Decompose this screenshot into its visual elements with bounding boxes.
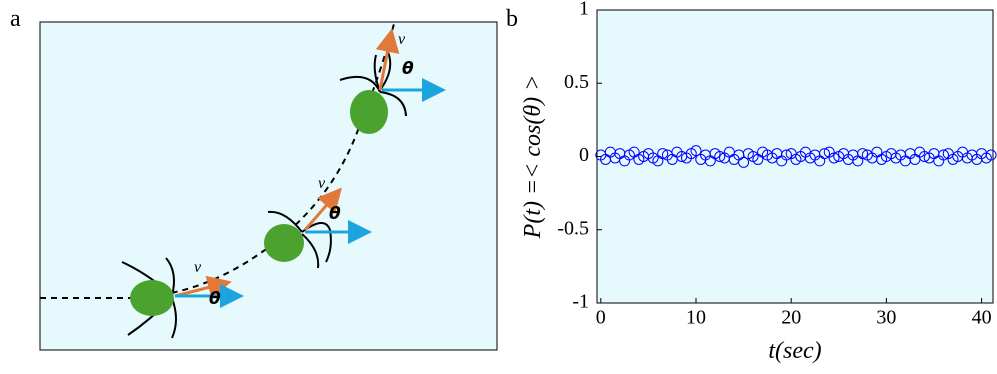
x-tick-label: 10: [686, 307, 706, 329]
panel-b: -1-0.500.510 10 20 30 40t(sec)P(t) =< cos(θ)…: [520, 0, 997, 364]
velocity-label: v: [194, 259, 202, 276]
point: [938, 149, 949, 161]
point: [714, 151, 726, 162]
x-axis-label: t(sec): [768, 338, 821, 364]
point: [780, 149, 792, 161]
y-tick-label: 0: [579, 144, 589, 166]
velocity-label: v: [398, 31, 406, 48]
point: [657, 148, 669, 160]
point: [819, 148, 831, 160]
point: [985, 149, 997, 161]
point: [857, 148, 869, 160]
point: [738, 156, 750, 168]
panel-a: a v v v θ θ θ: [10, 6, 498, 351]
point: [690, 145, 702, 157]
angle-label: θ: [209, 289, 221, 309]
arrows: [174, 28, 446, 308]
x-tick-label: 20: [781, 307, 801, 329]
y-tick-label: 1: [579, 0, 589, 20]
angle-label: θ: [402, 59, 414, 79]
diagram-box: [39, 21, 498, 351]
cell: [264, 224, 304, 262]
y-axis-label: P(t) =< cos(θ) >: [520, 75, 546, 240]
velocity-label: v: [318, 175, 326, 192]
y-tick-label: 0.5: [564, 71, 589, 93]
angle-label: θ: [329, 204, 341, 224]
x-tick-label: 40: [972, 307, 992, 329]
x-tick-label: 0: [596, 307, 606, 329]
cell: [350, 90, 388, 134]
panel-label: b: [506, 6, 518, 32]
panel-label: a: [10, 6, 21, 32]
x-tick-label: 30: [876, 307, 896, 329]
point: [828, 152, 840, 164]
velocity-labels: v v v: [194, 31, 406, 276]
y-tick-label: -0.5: [557, 217, 589, 239]
cell: [130, 280, 174, 316]
y-tick-label: -1: [572, 291, 589, 313]
angle-labels: θ θ θ: [209, 59, 414, 309]
flagella: [121, 51, 407, 339]
